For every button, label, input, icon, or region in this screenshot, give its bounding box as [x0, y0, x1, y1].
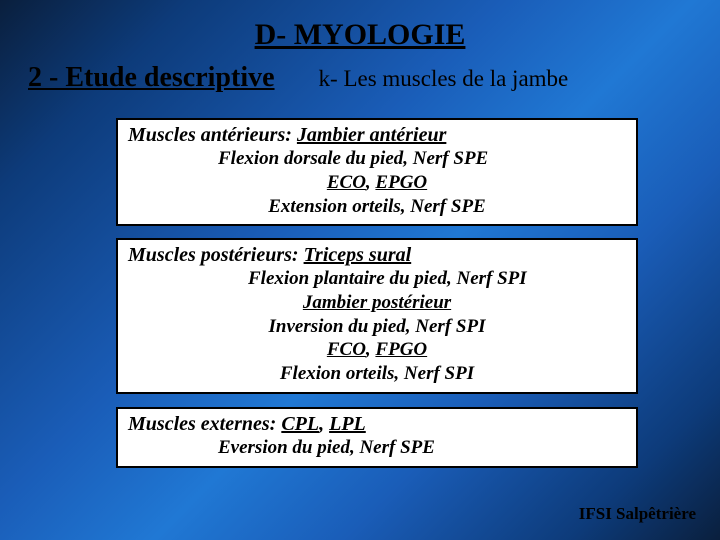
- subtitle-left: 2 - Etude descriptive: [28, 62, 275, 94]
- subtitle-right: k- Les muscles de la jambe: [319, 66, 569, 92]
- box2-group-muscle: Triceps sural: [304, 244, 412, 266]
- box1-group-muscle: Jambier antérieur: [297, 124, 446, 146]
- box1-group: Muscles antérieurs: Jambier antérieur: [128, 124, 626, 147]
- box2-muscle3-sep: ,: [366, 339, 376, 360]
- box2-muscle3b: FPGO: [375, 339, 427, 360]
- box2-muscle2: Jambier postérieur: [128, 291, 626, 315]
- box3-group: Muscles externes: CPL, LPL: [128, 413, 626, 436]
- box2-line1: Flexion plantaire du pied, Nerf SPI: [128, 267, 626, 291]
- box3-group-label: Muscles externes:: [128, 413, 276, 435]
- slide-title: D- MYOLOGIE: [0, 18, 720, 52]
- box2-group-label: Muscles postérieurs:: [128, 244, 299, 266]
- box1-group-label: Muscles antérieurs:: [128, 124, 292, 146]
- box1-muscle2b: EPGO: [375, 172, 427, 193]
- box1-line2: Extension orteils, Nerf SPE: [128, 195, 626, 219]
- box1-muscle2: ECO, EPGO: [128, 171, 626, 195]
- box1-line1: Flexion dorsale du pied, Nerf SPE: [128, 147, 626, 171]
- box2-muscle3a: FCO: [327, 339, 366, 360]
- footer-text: IFSI Salpêtrière: [579, 504, 696, 524]
- box1-muscle2-sep: ,: [366, 172, 376, 193]
- box-posterior: Muscles postérieurs: Triceps sural Flexi…: [116, 238, 638, 394]
- box2-muscle3: FCO, FPGO: [128, 338, 626, 362]
- box3-line1: Eversion du pied, Nerf SPE: [128, 436, 626, 460]
- box3-group-sep: ,: [319, 413, 329, 435]
- box-anterior: Muscles antérieurs: Jambier antérieur Fl…: [116, 118, 638, 226]
- box3-group-muscle-a: CPL: [281, 413, 319, 435]
- box2-line2: Inversion du pied, Nerf SPI: [128, 315, 626, 339]
- subtitle-row: 2 - Etude descriptive k- Les muscles de …: [0, 62, 720, 94]
- box2-muscle2-text: Jambier postérieur: [303, 292, 451, 313]
- box2-line3: Flexion orteils, Nerf SPI: [128, 362, 626, 386]
- box3-group-muscle-b: LPL: [329, 413, 366, 435]
- box2-group: Muscles postérieurs: Triceps sural: [128, 244, 626, 267]
- box1-muscle2a: ECO: [327, 172, 366, 193]
- box-external: Muscles externes: CPL, LPL Eversion du p…: [116, 407, 638, 468]
